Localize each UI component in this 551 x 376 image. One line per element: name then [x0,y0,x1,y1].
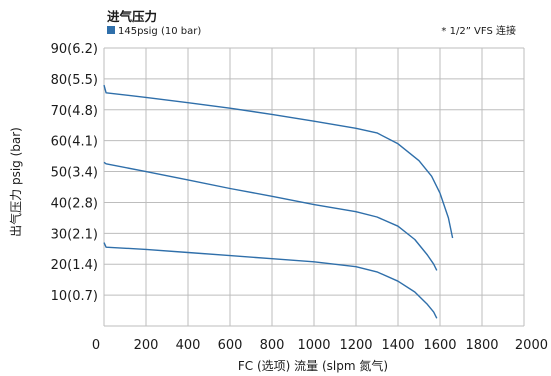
y-tick-labels: 90(6.2) 80(5.5) 70(4.8) 60(4.1) 50(3.4) 40(2.… [51,42,98,304]
y-tick-label: 60(4.1) [51,135,98,150]
x-tick-label: 800 [260,338,285,353]
grid [103,47,525,327]
y-tick-label: 30(2.1) [51,227,98,242]
x-tick-label: 1800 [465,338,498,353]
y-tick-label: 40(2.8) [51,196,98,211]
x-tick-label: 1600 [423,338,456,353]
x-tick-label: 1000 [297,338,330,353]
y-tick-label: 10(0.7) [51,289,98,304]
x-tick-label: 600 [218,338,243,353]
y-tick-label: 70(4.8) [51,104,98,119]
curves [103,84,454,319]
y-tick-label: 90(6.2) [51,42,98,57]
x-tick-label: 2000 [515,338,548,353]
series-curve-2 [103,161,438,271]
y-tick-label: 20(1.4) [51,258,98,273]
x-tick-label: 0 [92,338,100,353]
series-curve-1 [103,84,454,239]
y-tick-label: 80(5.5) [51,73,98,88]
legend-title: 进气压力 [107,9,157,24]
x-tick-label: 400 [176,338,201,353]
x-axis-label: FC (选项) 流量 (slpm 氮气) [238,358,388,373]
series-curve-3 [103,242,438,319]
x-tick-labels: 0 200 400 600 800 1000 1200 1400 1600 1800 2000 [92,338,548,353]
x-tick-label: 1200 [339,338,372,353]
x-tick-label: 1400 [381,338,414,353]
y-tick-label: 50(3.4) [51,166,98,181]
x-tick-label: 200 [134,338,159,353]
legend-entry-label: 145psig (10 bar) [118,26,201,37]
chart-note: * 1/2” VFS 连接 [441,24,516,37]
legend-swatch [107,26,115,34]
y-axis-label: 出气压力 psig (bar) [8,127,23,237]
